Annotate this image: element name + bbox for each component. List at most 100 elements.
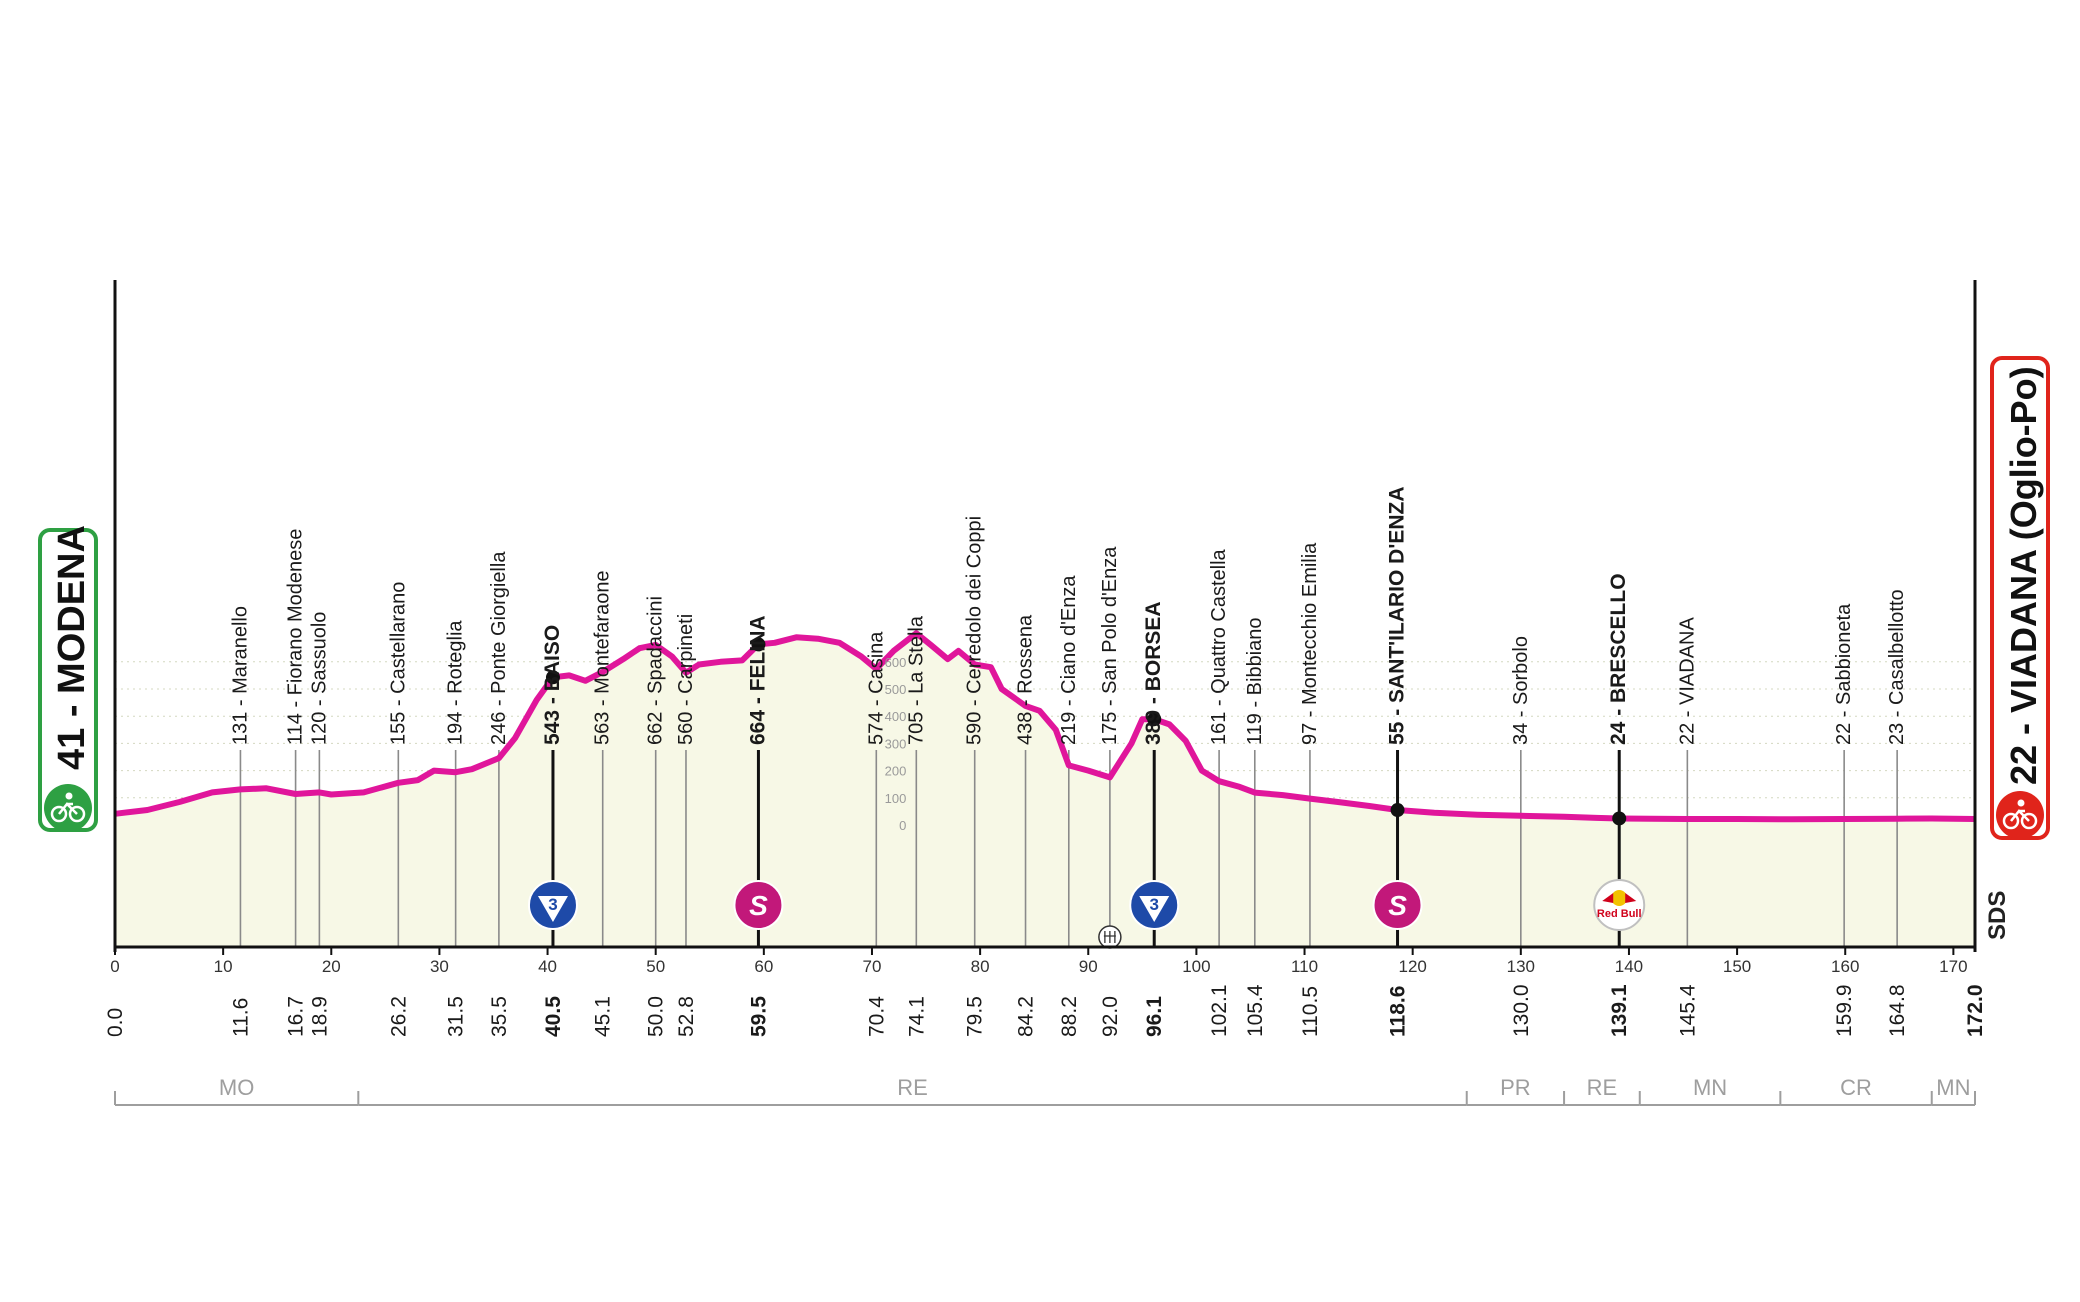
sds-label: SDS — [1984, 891, 2011, 940]
place-label: 97 - Montecchio Emilia — [1299, 542, 1321, 745]
place-label: 131 - Maranello — [229, 606, 251, 745]
finish-label: 22 - VIADANA (Oglio-Po) — [2003, 366, 2044, 785]
province-label: MN — [1936, 1075, 1970, 1100]
x-tick-label: 170 — [1939, 957, 1967, 976]
kom-marker: 3 — [527, 880, 578, 930]
province-label: MO — [219, 1075, 254, 1100]
profile-line — [114, 630, 1976, 823]
x-tick-label: 10 — [214, 957, 233, 976]
cyclist-icon — [44, 784, 92, 832]
sun-icon — [1611, 890, 1628, 906]
place-label: 22 - VIADANA — [1676, 617, 1698, 745]
place-label: 22 - Sabbioneta — [1833, 603, 1855, 745]
x-tick-label: 120 — [1398, 957, 1426, 976]
km-label: 159.9 — [1833, 984, 1856, 1037]
km-label: 35.5 — [488, 996, 511, 1037]
place-label: 563 - Montefaraone — [592, 570, 614, 745]
place-label: 120 - Sassuolo — [308, 612, 330, 745]
km-label: 92.0 — [1099, 996, 1122, 1037]
x-tick-label: 20 — [322, 957, 341, 976]
waypoint-dot — [751, 637, 766, 652]
place-label: 194 - Roteglia — [445, 620, 467, 745]
km-label: 139.1 — [1608, 984, 1631, 1037]
km-label: 79.5 — [964, 996, 987, 1037]
place-label: 114 - Fiorano Modenese — [285, 529, 307, 745]
place-label: 543 - BAISO — [541, 625, 564, 745]
feed-zone-icon — [1098, 925, 1122, 949]
redbull-marker: Red Bull — [1593, 879, 1646, 931]
sprint-badge — [1372, 880, 1423, 930]
redbull-text: Red Bull — [1597, 908, 1642, 920]
kom-category: 3 — [1149, 895, 1158, 914]
km-label: 70.4 — [865, 996, 888, 1037]
km-label: 26.2 — [387, 996, 410, 1037]
place-label: 664 - FELINA — [746, 615, 769, 745]
x-tick-label: 140 — [1615, 957, 1643, 976]
kom-category: 3 — [548, 895, 557, 914]
km-label: 164.8 — [1886, 984, 1909, 1037]
feed-zone-glyph — [1103, 931, 1116, 943]
x-tick-label: 40 — [538, 957, 557, 976]
km-label: 130.0 — [1510, 984, 1533, 1037]
place-label: 389 - BORSEA — [1142, 601, 1165, 745]
x-tick-label: 150 — [1723, 957, 1751, 976]
province-label: PR — [1500, 1075, 1531, 1100]
mountain-icon — [537, 896, 568, 922]
sprint-letter: S — [749, 890, 768, 921]
mountain-icon — [1139, 896, 1170, 922]
km-label: 50.0 — [645, 996, 668, 1037]
x-tick-label: 50 — [646, 957, 665, 976]
place-label: 175 - San Polo d'Enza — [1099, 546, 1121, 745]
km-label: 11.6 — [229, 998, 252, 1037]
sprint-marker: S — [733, 880, 784, 930]
km-label: 31.5 — [445, 996, 468, 1037]
x-tick-label: 160 — [1831, 957, 1859, 976]
altitude-scale-label: 300 — [885, 736, 907, 751]
km-label: 40.5 — [542, 996, 565, 1037]
x-tick-label: 130 — [1507, 957, 1535, 976]
place-label: 662 - Spadaccini — [645, 596, 667, 745]
sprint-letter: S — [1388, 890, 1407, 921]
altitude-scale-label: 200 — [885, 764, 907, 779]
km-label: 88.2 — [1058, 996, 1081, 1037]
place-label: 34 - Sorbolo — [1510, 636, 1532, 745]
km-label: 84.2 — [1015, 996, 1038, 1037]
place-label: 55 - SANT'ILARIO D'ENZA — [1386, 486, 1409, 745]
waypoint-dot — [1147, 712, 1162, 727]
kom-marker: 3 — [1129, 880, 1180, 930]
x-tick-label: 60 — [754, 957, 773, 976]
waypoint-dot — [1612, 811, 1627, 826]
profile-area — [115, 633, 1975, 947]
km-label: 59.5 — [747, 996, 770, 1037]
place-label: 119 - Bibbiano — [1244, 618, 1266, 746]
km-label: 0.0 — [104, 1008, 127, 1037]
province-label: MN — [1693, 1075, 1727, 1100]
km-label: 110.5 — [1299, 986, 1322, 1037]
place-label: 560 - Carpineti — [675, 614, 697, 745]
start-badge: 41 - MODENA — [38, 525, 98, 832]
km-label: 52.8 — [675, 996, 698, 1037]
x-tick-label: 80 — [971, 957, 990, 976]
km-label: 74.1 — [905, 996, 928, 1037]
x-tick-label: 30 — [430, 957, 449, 976]
place-label: 246 - Ponte Giorgiella — [488, 551, 510, 745]
waypoint-dot — [545, 670, 560, 685]
x-tick-label: 90 — [1079, 957, 1098, 976]
province-label: RE — [1587, 1075, 1618, 1100]
km-label: 96.1 — [1143, 996, 1166, 1037]
altitude-scale-label: 400 — [885, 709, 907, 724]
x-tick-label: 110 — [1291, 957, 1318, 976]
altitude-scale-label: 500 — [885, 682, 907, 697]
place-label: 705 - La Stella — [905, 615, 927, 745]
x-tick-label: 0 — [110, 957, 119, 976]
finish-badge: 22 - VIADANA (Oglio-Po) — [1990, 356, 2050, 840]
altitude-scale-label: 0 — [899, 818, 906, 833]
place-label: 438 - Rossena — [1015, 614, 1037, 745]
place-label: 155 - Castellarano — [387, 582, 409, 745]
province-label: RE — [897, 1075, 928, 1100]
km-label: 118.6 — [1387, 986, 1410, 1037]
place-label: 219 - Ciano d'Enza — [1058, 575, 1080, 745]
start-label: 41 - MODENA — [51, 525, 93, 770]
place-label: 24 - BRESCELLO — [1607, 573, 1630, 745]
